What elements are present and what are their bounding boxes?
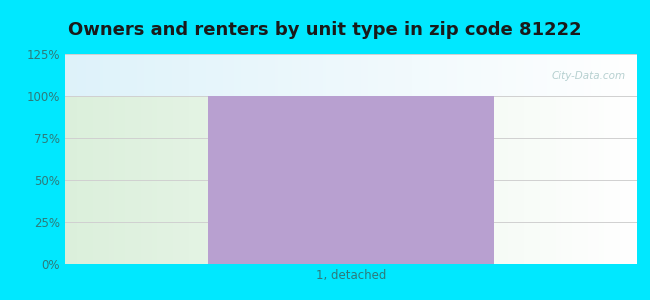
Bar xyxy=(208,96,494,264)
Text: Owners and renters by unit type in zip code 81222: Owners and renters by unit type in zip c… xyxy=(68,21,582,39)
Text: City-Data.com: City-Data.com xyxy=(551,71,625,81)
